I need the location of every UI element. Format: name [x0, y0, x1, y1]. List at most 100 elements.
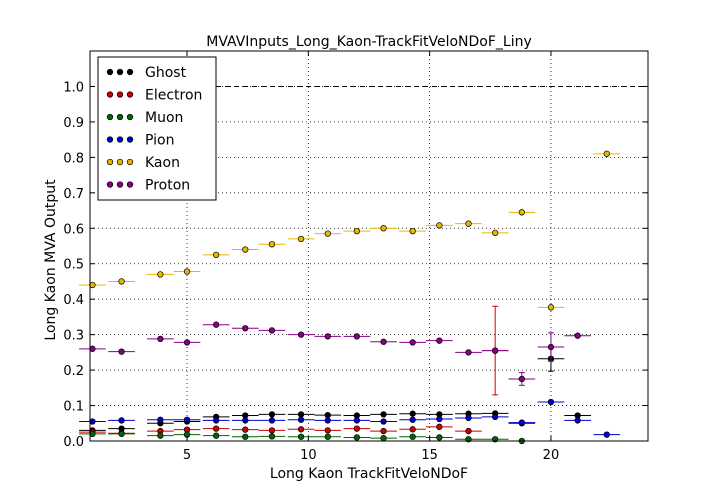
legend-label-electron: Electron — [145, 88, 202, 104]
pion-point — [492, 413, 499, 421]
ghost-point — [297, 411, 305, 418]
proton-point — [118, 348, 125, 355]
legend-marker-electron — [116, 91, 124, 98]
legend-marker-electron — [106, 91, 114, 98]
electron-point — [324, 427, 331, 434]
legend-marker-proton — [106, 181, 114, 188]
electron-point — [436, 423, 443, 430]
series-pion — [79, 398, 621, 438]
proton-point — [518, 375, 525, 383]
pion-point — [518, 419, 525, 426]
ghost-point — [409, 410, 416, 417]
muon-point — [436, 434, 443, 441]
proton-point — [380, 338, 387, 345]
electron-point — [297, 426, 305, 433]
electron-point — [465, 427, 472, 435]
proton-point — [157, 335, 164, 343]
proton-point — [574, 332, 581, 339]
electron-point — [242, 426, 249, 433]
x-axis-label: Long Kaon TrackFitVeloNDoF — [270, 466, 468, 482]
kaon-point — [242, 246, 249, 253]
x-tick-label: 10 — [300, 448, 317, 463]
y-tick-label: 0.4 — [63, 293, 84, 308]
y-tick-label: 0.1 — [63, 400, 84, 415]
legend-marker-kaon — [106, 158, 114, 166]
muon-point — [157, 432, 164, 439]
plot-frame — [89, 50, 649, 442]
pion-point — [409, 416, 416, 423]
muon-point — [268, 433, 276, 440]
legend-label-muon: Muon — [145, 110, 183, 126]
kaon-point — [353, 227, 361, 235]
electron-point — [353, 425, 361, 432]
muon-point — [353, 434, 361, 441]
series-muon — [79, 430, 536, 445]
y-tick-label: 0.0 — [63, 435, 84, 450]
x-tick-label: 20 — [543, 448, 560, 463]
pion-point — [547, 398, 555, 406]
proton-point — [183, 339, 191, 346]
kaon-point — [324, 230, 331, 237]
y-axis-label: Long Kaon MVA Output — [43, 179, 59, 341]
kaon-point — [157, 271, 164, 278]
ghost-point — [324, 411, 331, 419]
proton-point — [547, 343, 555, 351]
series-electron — [79, 305, 509, 437]
pion-point — [603, 431, 610, 438]
kaon-point — [518, 209, 525, 216]
pion-point — [297, 416, 305, 423]
legend-label-proton: Proton — [145, 178, 190, 194]
y-tick-label: 0.8 — [63, 151, 84, 166]
legend-marker-ghost — [106, 68, 114, 76]
kaon-point — [436, 222, 443, 229]
y-tick-label: 0.6 — [63, 222, 84, 237]
muon-point — [242, 433, 249, 440]
x-tick-label: 15 — [421, 448, 438, 463]
pion-point — [324, 417, 331, 424]
legend-marker-pion — [106, 136, 114, 143]
y-tick-label: 1.0 — [63, 80, 84, 95]
proton-point — [297, 331, 305, 338]
kaon-point — [268, 241, 276, 248]
pion-point — [436, 415, 443, 423]
pion-point — [183, 416, 191, 423]
kaon-point — [409, 227, 416, 235]
electron-point — [268, 427, 276, 434]
legend-marker-ghost — [126, 68, 134, 76]
electron-point — [380, 427, 387, 435]
kaon-point — [380, 225, 387, 232]
legend: Ghost Electron Muon Pion Kaon Proton — [97, 56, 217, 201]
electron-point — [213, 425, 220, 432]
muon-point — [380, 435, 387, 442]
legend-marker-muon — [126, 113, 134, 121]
pion-point — [380, 418, 387, 425]
y-tick-label: 0.2 — [63, 364, 84, 379]
kaon-point — [213, 251, 220, 259]
legend-marker-proton — [126, 181, 134, 188]
muon-point — [297, 433, 305, 440]
legend-box — [97, 56, 217, 201]
pion-point — [353, 417, 361, 424]
legend-label-pion: Pion — [145, 133, 174, 149]
proton-point — [409, 339, 416, 346]
proton-point — [242, 325, 249, 332]
electron-point — [409, 426, 416, 433]
legend-marker-proton — [116, 181, 124, 188]
legend-marker-muon — [116, 113, 124, 121]
proton-point — [268, 327, 276, 334]
ghost-point — [380, 411, 387, 418]
muon-point — [324, 433, 331, 440]
pion-point — [213, 417, 220, 424]
legend-marker-electron — [126, 91, 134, 98]
proton-point — [324, 333, 331, 340]
legend-label-ghost: Ghost — [145, 65, 187, 81]
y-tick-label: 0.7 — [63, 187, 84, 202]
series-kaon — [79, 150, 621, 311]
kaon-point — [547, 304, 555, 311]
proton-point — [465, 349, 472, 356]
pion-point — [118, 417, 125, 424]
kaon-point — [297, 235, 305, 243]
data-layer — [79, 150, 621, 445]
legend-marker-muon — [106, 113, 114, 121]
legend-marker-pion — [126, 136, 134, 143]
